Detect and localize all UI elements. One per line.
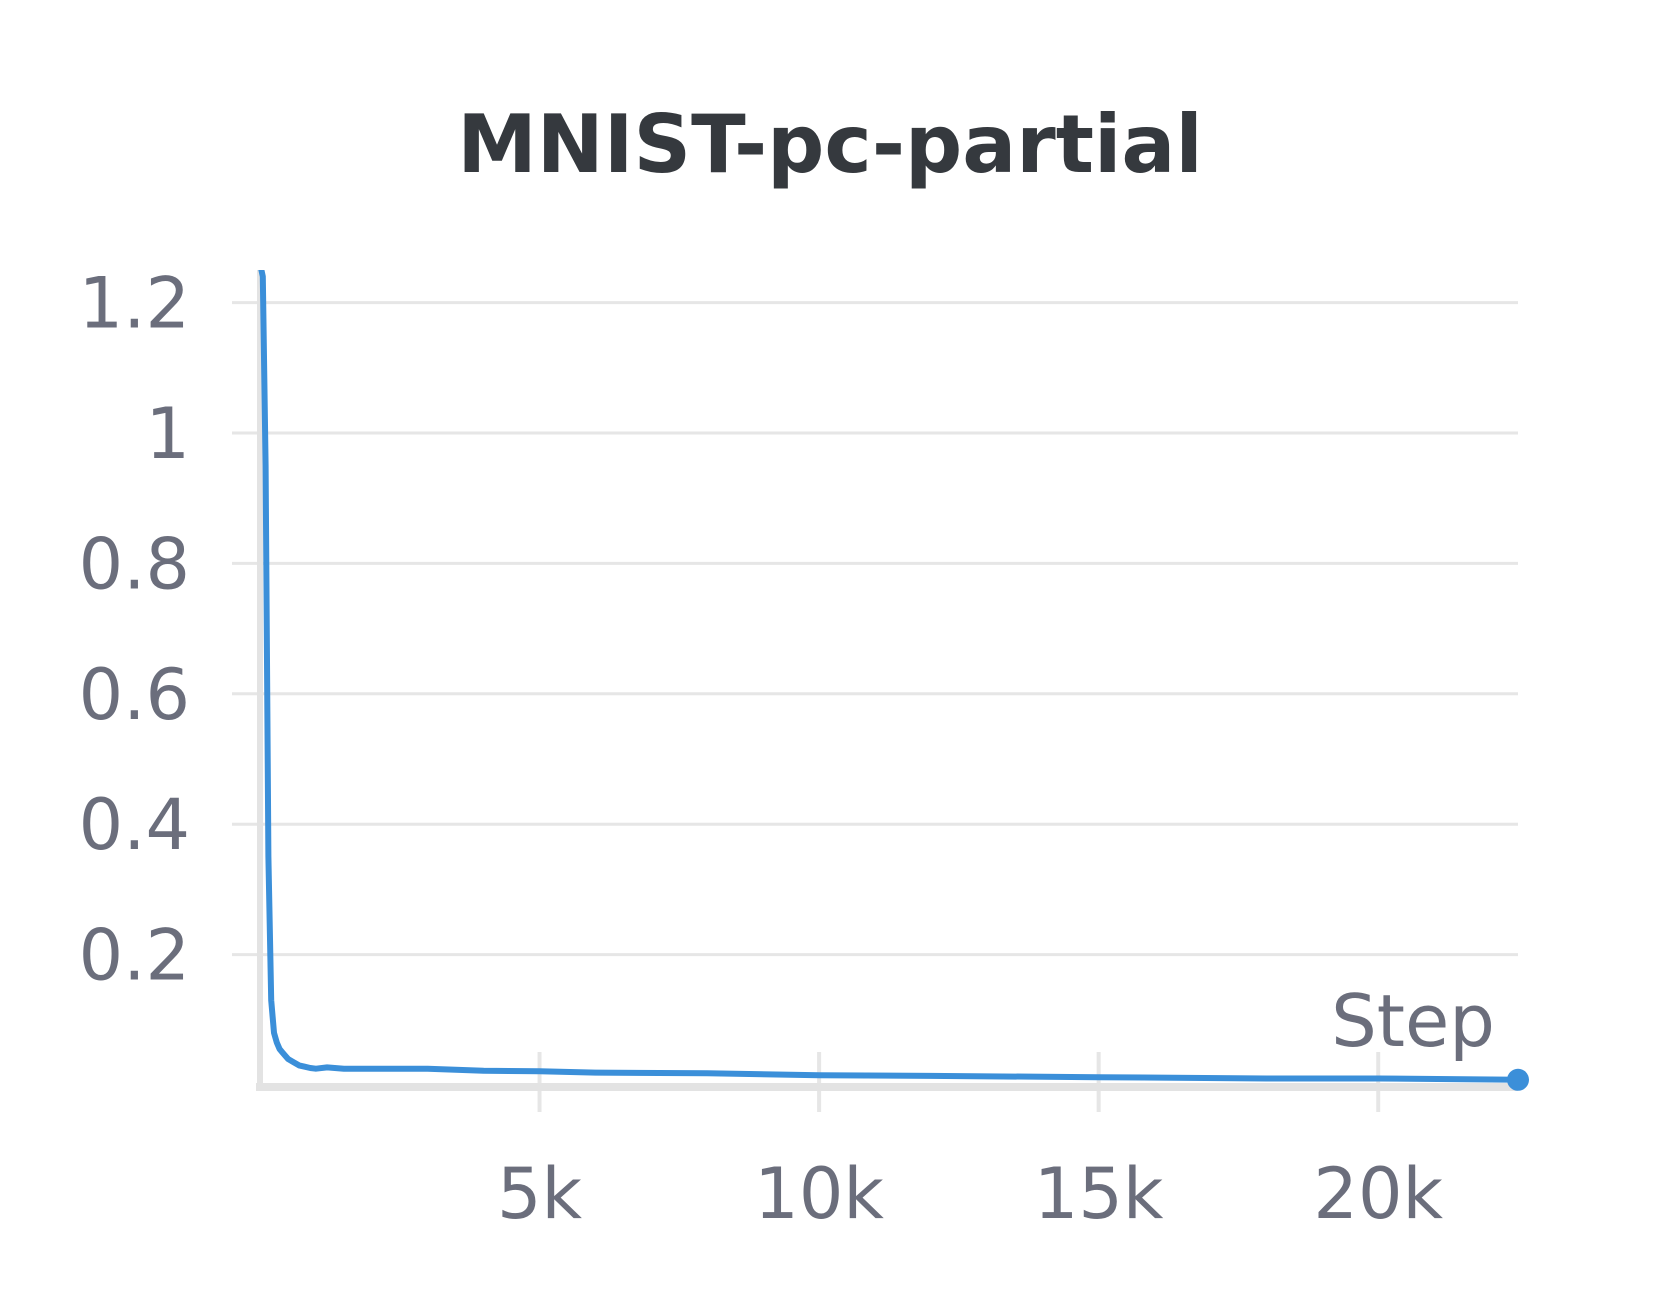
x-tick-label: 15k <box>1034 1153 1164 1235</box>
x-axis-label: Step <box>1331 979 1495 1063</box>
series-layer <box>258 270 1529 1091</box>
x-tick-label: 20k <box>1313 1153 1443 1235</box>
tick-labels: 0.2 0.4 0.6 0.8 1 1.2 5k 10k 15k 20k <box>79 263 1444 1235</box>
x-tick-label: 5k <box>497 1153 583 1235</box>
series-end-point <box>1507 1068 1529 1091</box>
grid-lines <box>232 301 1518 1112</box>
y-tick-label: 1 <box>145 393 190 475</box>
y-tick-label: 0.2 <box>79 915 190 997</box>
series-line <box>258 270 1521 1083</box>
chart-title: MNIST-pc-partial <box>457 98 1203 191</box>
axes <box>256 270 1518 1091</box>
x-tick-label: 10k <box>754 1153 884 1235</box>
y-tick-label: 0.6 <box>79 654 190 736</box>
y-tick-label: 0.4 <box>79 784 190 866</box>
y-tick-label: 0.8 <box>79 523 190 605</box>
y-tick-label: 1.2 <box>79 263 190 345</box>
